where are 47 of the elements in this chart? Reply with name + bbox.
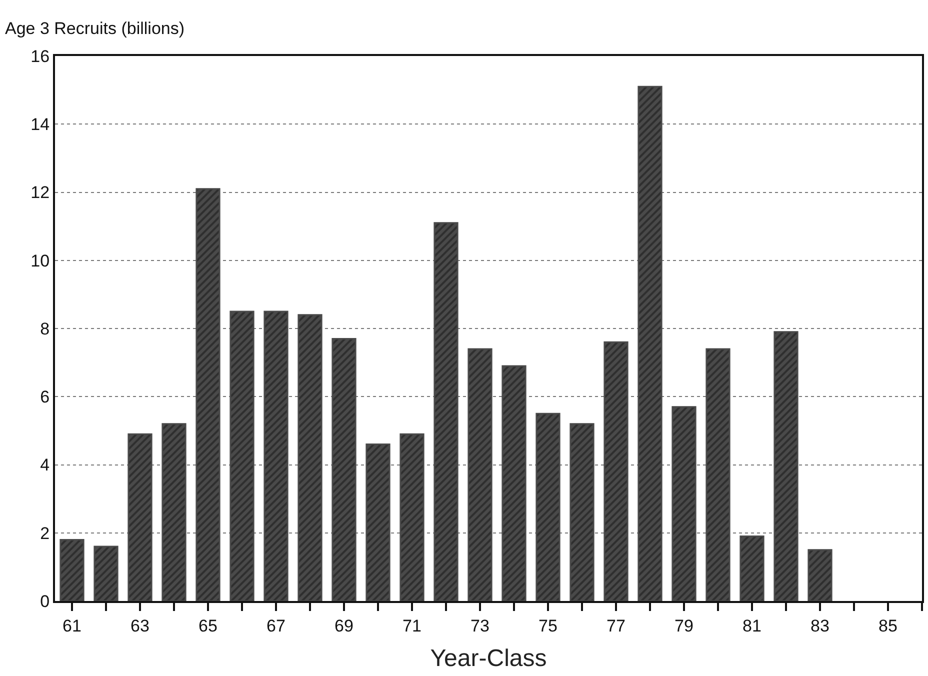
bar [162,423,186,601]
bar [638,86,662,601]
bar [570,423,594,601]
bar [264,310,288,601]
bar [400,433,424,601]
bar [672,406,696,601]
y-tick-label: 16 [30,46,50,66]
y-tick-label: 4 [40,456,50,475]
bar [60,538,84,601]
x-axis-title: Year-Class [430,645,547,672]
y-tick-label: 6 [40,388,50,407]
y-axis-title: Age 3 Recruits (billions) [5,19,185,38]
x-tick-label: 75 [538,616,558,636]
bar [502,365,526,601]
x-tick-label: 73 [470,616,490,636]
bar [468,348,492,601]
bar [706,348,730,601]
x-tick-label: 69 [334,616,354,636]
bar [128,433,152,601]
bar [808,549,832,601]
y-tick-label: 8 [40,319,50,338]
x-tick-label: 71 [402,616,422,636]
x-tick-label: 83 [810,616,830,636]
x-tick-label: 77 [606,616,626,636]
x-tick-label: 79 [674,616,694,636]
y-tick-label: 2 [40,524,50,543]
x-tick-label: 61 [62,616,82,636]
x-tick-label: 81 [742,616,762,636]
x-tick-label: 63 [130,616,150,636]
bar [774,331,798,601]
bar [94,546,118,601]
bar [332,338,356,601]
bar [366,444,390,601]
bar [298,314,322,601]
x-tick-label: 65 [198,616,218,636]
y-tick-label: 0 [40,592,50,611]
bar [740,536,764,601]
bar [434,222,458,601]
bar [196,188,220,601]
x-tick-label: 67 [266,616,286,636]
y-tick-label: 12 [30,183,50,202]
x-tick-label: 85 [878,616,898,636]
bar [230,310,254,601]
y-tick-label: 10 [30,251,50,270]
bar [536,412,560,601]
bar [604,341,628,601]
y-tick-label: 14 [30,115,50,134]
